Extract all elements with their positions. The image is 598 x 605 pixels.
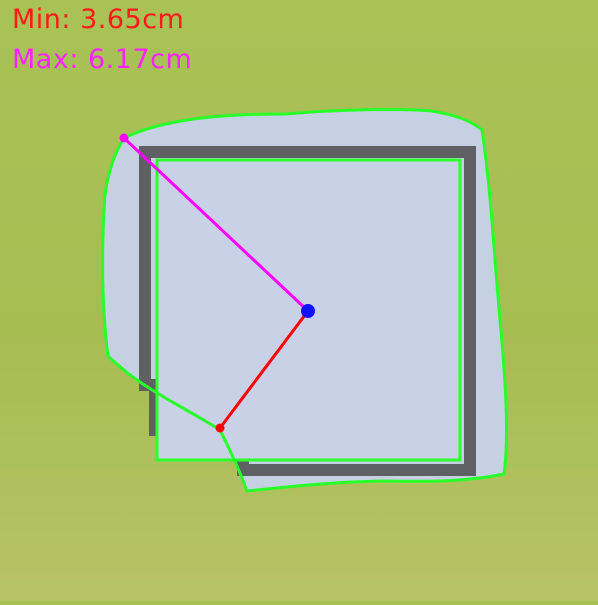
center-point-marker	[301, 304, 315, 318]
min-measurement-label: Min: 3.65cm	[12, 6, 184, 33]
min-point-marker	[216, 424, 225, 433]
max-measurement-label: Max: 6.17cm	[12, 46, 192, 73]
max-point-marker	[120, 134, 129, 143]
